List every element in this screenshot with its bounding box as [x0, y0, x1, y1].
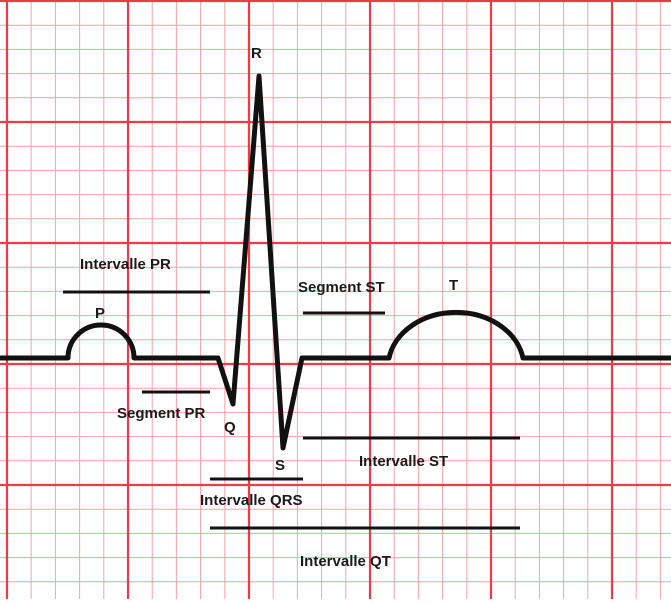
interval-bars — [63, 290, 520, 530]
label-qt-interval: Intervalle QT — [300, 553, 391, 570]
label-q: Q — [224, 419, 236, 436]
label-r: R — [251, 45, 262, 62]
label-p: P — [95, 305, 105, 322]
label-pr-segment: Segment PR — [117, 405, 206, 422]
label-s: S — [275, 457, 285, 474]
label-qrs-interval: Intervalle QRS — [200, 492, 303, 509]
ecg-trace — [0, 73, 671, 451]
label-pr-interval: Intervalle PR — [80, 256, 171, 273]
label-st-interval: Intervalle ST — [359, 453, 448, 470]
label-st-segment: Segment ST — [298, 279, 385, 296]
label-t: T — [449, 277, 458, 294]
